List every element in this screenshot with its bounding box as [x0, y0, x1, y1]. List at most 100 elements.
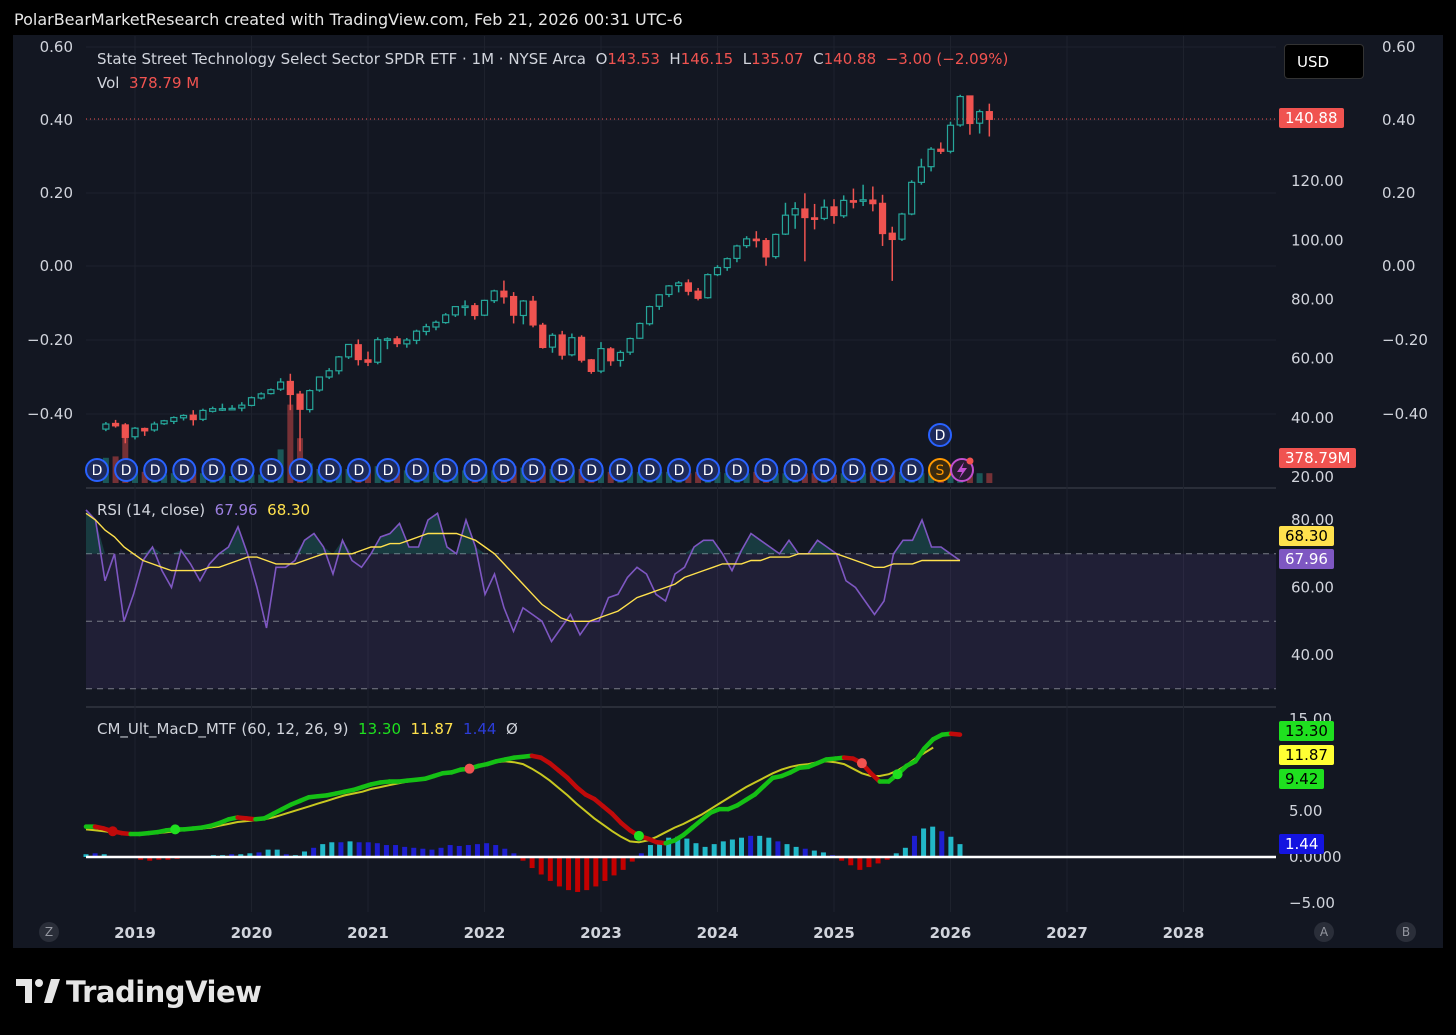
macd-histogram-bar [739, 837, 744, 857]
dividend-marker: D [346, 458, 371, 482]
dividend-marker-circle [405, 458, 430, 482]
symbol-title[interactable]: State Street Technology Select Sector SP… [97, 50, 587, 68]
rsi-label[interactable]: RSI (14, close) [97, 501, 206, 519]
volume-bar [636, 471, 643, 483]
macd-histogram-bar [957, 844, 963, 857]
candle-body [645, 306, 654, 325]
right-axis-label-2: −0.20 [1382, 331, 1428, 349]
dividend-marker-circle [754, 458, 779, 482]
price-axis-label: 100.00 [1291, 231, 1344, 249]
candle-body [888, 232, 896, 241]
candle-body [548, 334, 557, 348]
macd-histogram-bar [811, 850, 817, 857]
candle-body [976, 111, 984, 124]
rsi-overbought-fill [86, 509, 960, 554]
macd-histogram-bar [766, 837, 772, 857]
volume-bar [491, 470, 498, 483]
volume-bar [170, 473, 177, 483]
candle-body [199, 409, 207, 420]
hist-tag: 1.44 [1279, 834, 1325, 854]
macd-histogram-bar [147, 857, 153, 861]
close-value: 140.88 [823, 50, 877, 68]
macd-histogram-bar [620, 857, 626, 870]
macd-histogram-bar [930, 826, 936, 857]
rsi-line [85, 509, 961, 644]
candle-body [675, 282, 683, 287]
candle-body [286, 380, 294, 396]
dividend-marker: D [434, 458, 459, 482]
candle-body [131, 427, 139, 438]
dividend-marker-circle [346, 458, 371, 482]
volume-bar [229, 476, 236, 483]
dividend-marker-label: D [354, 463, 365, 479]
dividend-marker: D [579, 458, 604, 482]
rsi-axis-label: 60.00 [1291, 579, 1334, 597]
candle-body [937, 148, 945, 152]
macd-label[interactable]: CM_Ult_MacD_MTF (60, 12, 26, 9) [97, 720, 349, 738]
candle-body [102, 423, 110, 430]
timezone-button[interactable]: Z [39, 922, 59, 942]
macd-histogram-bar [92, 853, 98, 857]
macd-histogram-bar [693, 843, 699, 857]
volume-bar [432, 471, 439, 483]
dividend-marker-label: D [237, 463, 248, 479]
macd-histogram-bar [238, 854, 244, 857]
volume-label[interactable]: Vol [97, 74, 120, 92]
dividend-marker-label: D [761, 463, 772, 479]
volume-bar [830, 474, 838, 483]
pane-divider-1 [86, 487, 1276, 489]
candle-body [383, 338, 392, 341]
macd-histogram-bar [939, 831, 945, 857]
candle-body [480, 299, 489, 316]
macd-histogram-bar [921, 828, 927, 857]
dividend-marker-label: D [732, 463, 743, 479]
macd-histogram-bar [584, 857, 590, 891]
dividend-marker-circle [317, 458, 342, 482]
rsi-value: 67.96 [214, 501, 258, 519]
dividend-marker-label: D [557, 463, 568, 479]
macd-axis-label: 5.00 [1289, 802, 1322, 820]
dividend-marker-label: D [703, 463, 714, 479]
dividend-marker: D [667, 458, 691, 482]
candle-body [607, 348, 615, 362]
candle-body [539, 324, 547, 349]
dividend-marker: D [521, 458, 546, 482]
macd-histogram-bar [447, 845, 453, 857]
volume-bar [976, 473, 983, 483]
candle-body [772, 233, 780, 258]
dividend-marker-upcoming [928, 423, 952, 447]
macd-cross-dot [633, 830, 644, 841]
split-marker-label: S [936, 463, 945, 479]
volume-bar [258, 474, 265, 483]
candle-body [859, 199, 867, 202]
macd-histogram-bar [711, 844, 717, 857]
macd-histogram-bar [820, 852, 826, 857]
candle-body [781, 214, 790, 235]
candle-body [296, 393, 304, 410]
macd-histogram-bar [229, 854, 235, 857]
price-axis-label: 120.00 [1291, 172, 1344, 190]
candle-body [810, 217, 819, 220]
candle-body [636, 322, 644, 339]
macd-histogram-bar [529, 857, 535, 869]
candle-body [403, 339, 411, 345]
dividend-marker-label: D [499, 463, 510, 479]
candle-body [587, 359, 595, 372]
macd-histogram-bar [629, 857, 635, 862]
high-value: 146.15 [680, 50, 734, 68]
macd-histogram-bar [320, 844, 326, 857]
left-axis-label: 0.00 [40, 257, 73, 275]
scale-mode-button[interactable]: B [1396, 922, 1416, 942]
currency-button[interactable]: USD [1284, 44, 1364, 79]
volume-bar [219, 474, 226, 483]
macd-legend: CM_Ult_MacD_MTF (60, 12, 26, 9) 13.30 11… [97, 720, 518, 738]
auto-scale-button[interactable]: A [1314, 922, 1334, 942]
rsi-axis-label: 40.00 [1291, 646, 1334, 664]
dividend-marker: D [143, 458, 168, 482]
volume-value: 378.79 M [129, 74, 200, 92]
volume-bar [607, 471, 614, 483]
macd-histogram-bar [602, 857, 608, 881]
dividend-marker-label: D [674, 463, 685, 479]
macd-histogram-bar [547, 857, 553, 881]
